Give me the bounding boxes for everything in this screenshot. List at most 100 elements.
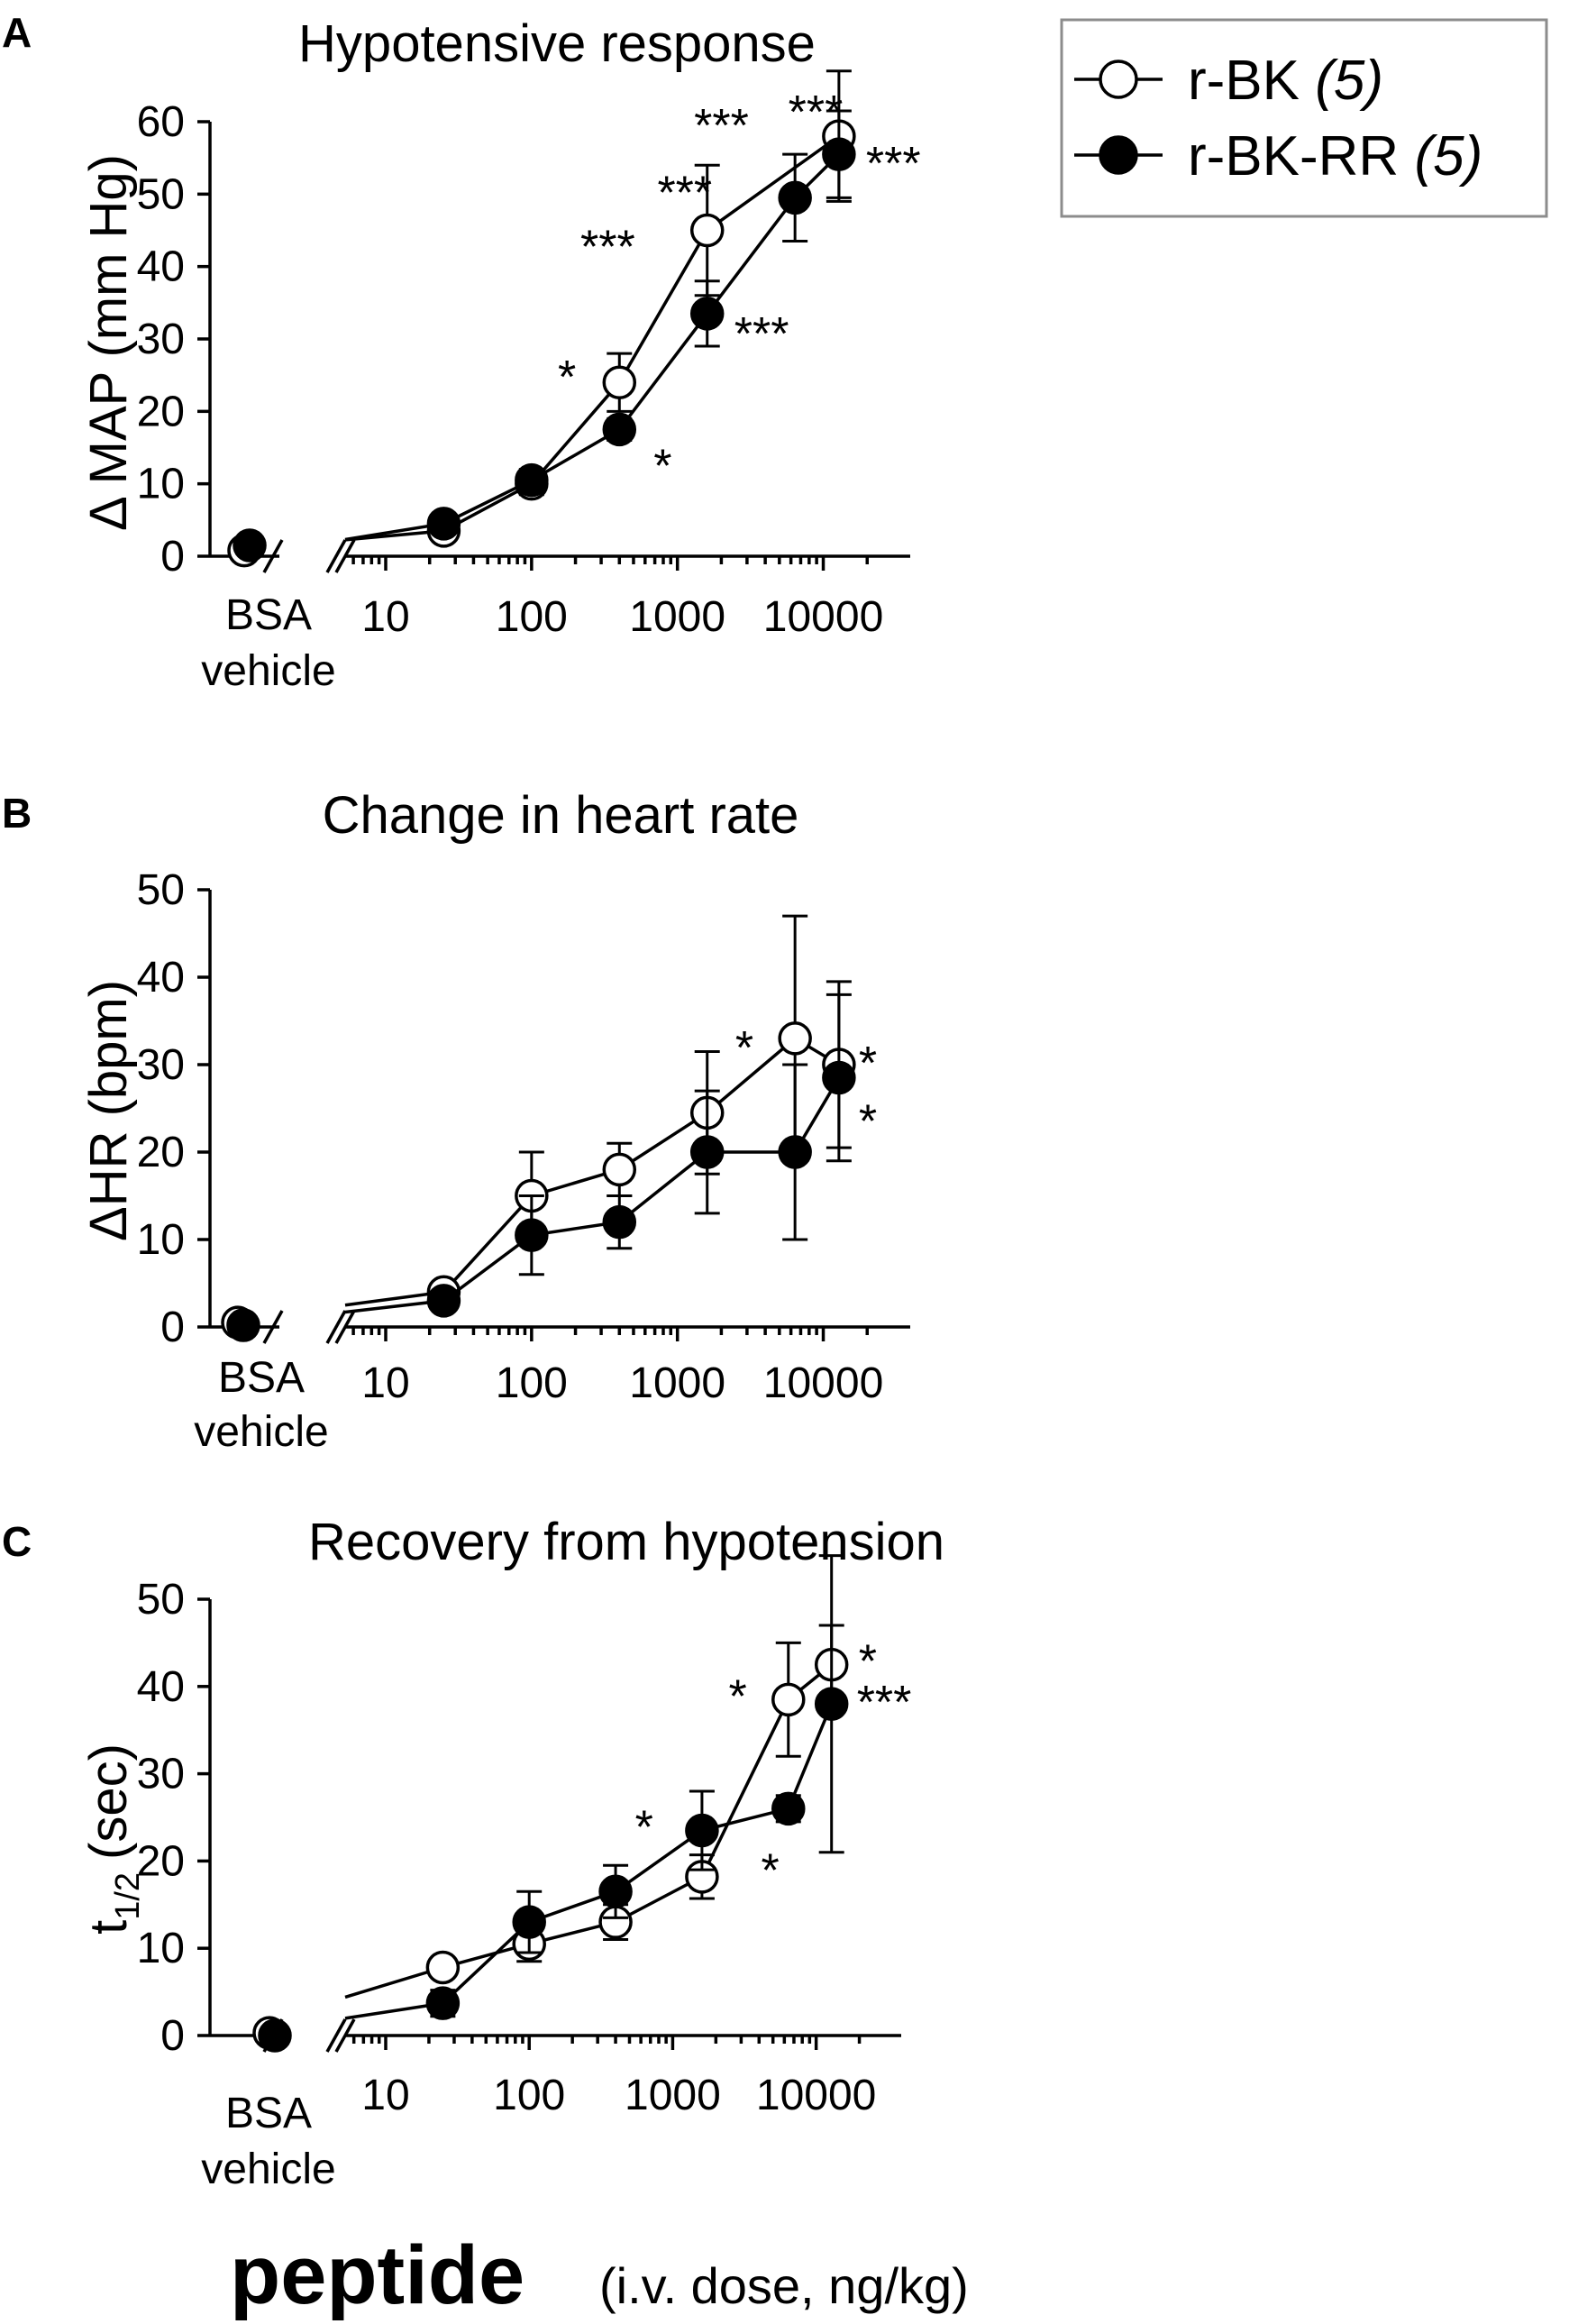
significance-label: *	[729, 1670, 747, 1723]
y-tick-label: 50	[137, 1576, 185, 1624]
significance-label: *	[859, 1038, 877, 1090]
panel-b-vehicle-label-2: vehicle	[194, 1408, 328, 1456]
x-axis-break-mark	[325, 539, 347, 573]
data-point-r-bk	[689, 213, 725, 248]
series-line-r-bk	[344, 1663, 833, 1999]
panel-c-vehicle-label-2: vehicle	[201, 2146, 335, 2193]
vehicle-point-r-bk-rr	[226, 1308, 260, 1342]
panel-c: C Recovery from hypotension t1/2 (sec) BS…	[2, 1513, 944, 2193]
data-point-r-bk	[602, 1152, 637, 1187]
significance-label: ***	[580, 222, 635, 274]
significance-label: *	[635, 1802, 653, 1854]
x-axis-break-mark	[325, 2018, 347, 2053]
y-tick-label: 20	[137, 1837, 185, 1885]
legend-label-rbk: r-BK (5)	[1188, 50, 1383, 112]
significance-label: *	[859, 1096, 877, 1148]
x-tick-label: 10000	[763, 593, 883, 641]
y-tick-label: 30	[137, 1751, 185, 1798]
legend-marker-rbk	[1099, 59, 1138, 99]
panel-c-ylabel-t: t	[79, 1920, 138, 1935]
y-tick-label: 10	[137, 1216, 185, 1264]
y-tick-label: 40	[137, 243, 185, 291]
y-tick-label: 50	[137, 170, 185, 218]
data-point-r-bk-rr	[515, 1218, 549, 1252]
data-point-r-bk-rr	[602, 1204, 637, 1240]
data-point-r-bk	[602, 365, 637, 399]
data-point-r-bk-rr	[814, 1687, 849, 1721]
data-point-r-bk-rr	[425, 1986, 461, 2020]
vehicle-point-r-bk-rr	[233, 528, 267, 563]
panel-b-ylabel: ΔHR (bpm)	[79, 980, 138, 1241]
data-point-r-bk-rr	[512, 1905, 546, 1939]
x-axis-break-mark	[334, 2018, 356, 2053]
panel-letter-a: A	[2, 9, 32, 56]
x-tick-label: 100	[496, 593, 568, 641]
data-point-r-bk-rr	[822, 137, 856, 171]
data-point-r-bk-rr	[778, 180, 812, 215]
x-axis-break-mark	[262, 539, 284, 573]
x-tick-label: 10000	[763, 1359, 883, 1407]
panel-letter-c: C	[2, 1518, 32, 1565]
data-point-r-bk-rr	[689, 1135, 725, 1169]
panel-a: A Hypotensive response Δ MAP (mm Hg) BSA…	[2, 9, 921, 695]
panel-a-vehicle-label-1: BSA	[225, 591, 312, 639]
y-tick-label: 20	[137, 388, 185, 435]
x-tick-label: 100	[493, 2072, 565, 2119]
significance-label: *	[558, 352, 576, 404]
panel-b-vehicle-label-1: BSA	[218, 1354, 305, 1402]
significance-label: *	[859, 1636, 877, 1688]
x-axis-break-mark	[325, 1310, 347, 1344]
y-tick-label: 30	[137, 1041, 185, 1089]
panel-a-ylabel: Δ MAP (mm Hg)	[79, 154, 138, 531]
legend-label-rbkrr: r-BK-RR (5)	[1188, 125, 1482, 188]
legend-n-rbkrr: (5)	[1414, 125, 1482, 188]
significance-label: ***	[694, 100, 749, 152]
x-axis-break-mark	[334, 539, 356, 573]
data-point-r-bk-rr	[822, 1060, 856, 1095]
panel-letter-b: B	[2, 790, 32, 837]
x-tick-label: 100	[496, 1359, 568, 1407]
panel-c-vehicle-label-1: BSA	[225, 2090, 312, 2137]
panel-a-vehicle-label-2: vehicle	[201, 647, 335, 695]
significance-label: ***	[857, 1677, 912, 1729]
data-point-r-bk	[778, 1021, 812, 1056]
y-tick-label: 50	[137, 866, 185, 914]
significance-label: ***	[734, 308, 789, 361]
y-tick-label: 0	[160, 533, 185, 581]
x-tick-label: 1000	[629, 1359, 725, 1407]
y-tick-label: 20	[137, 1129, 185, 1176]
panel-c-ylabel: t1/2 (sec)	[79, 1743, 147, 1935]
significance-label: *	[653, 440, 671, 492]
y-tick-label: 10	[137, 1925, 185, 1972]
significance-label: ***	[866, 138, 921, 190]
significance-label: ***	[657, 167, 712, 219]
legend-name-rbkrr: r-BK-RR	[1188, 125, 1399, 188]
x-tick-label: 10	[361, 593, 409, 641]
data-point-r-bk-rr	[515, 462, 549, 498]
series-line-r-bk-rr	[344, 1703, 834, 2020]
panel-c-title: Recovery from hypotension	[308, 1513, 944, 1571]
data-point-r-bk-rr	[426, 1284, 461, 1318]
x-tick-label: 10	[361, 1359, 409, 1407]
y-tick-label: 10	[137, 461, 185, 508]
panel-c-ylabel-sub: 1/2	[109, 1872, 147, 1920]
x-tick-label: 10000	[756, 2072, 876, 2119]
data-point-r-bk-rr	[778, 1135, 812, 1169]
data-point-r-bk-rr	[685, 1813, 719, 1848]
data-point-r-bk-rr	[602, 412, 637, 447]
legend-box	[1060, 18, 1548, 218]
x-tick-label: 1000	[629, 593, 725, 641]
y-tick-label: 30	[137, 316, 185, 363]
x-axis-sub-label: (i.v. dose, ng/kg)	[599, 2257, 969, 2314]
significance-label: *	[735, 1022, 753, 1075]
significance-label: *	[762, 1844, 780, 1897]
data-point-r-bk-rr	[689, 297, 725, 331]
data-point-r-bk-rr	[771, 1791, 806, 1826]
panel-b-title: Change in heart rate	[323, 786, 799, 845]
y-tick-label: 0	[160, 2012, 185, 2060]
x-axis-break-mark	[262, 1310, 284, 1344]
series-line-r-bk-rr	[344, 1076, 841, 1314]
data-point-r-bk-rr	[598, 1874, 633, 1909]
panel-a-title: Hypotensive response	[298, 14, 816, 73]
